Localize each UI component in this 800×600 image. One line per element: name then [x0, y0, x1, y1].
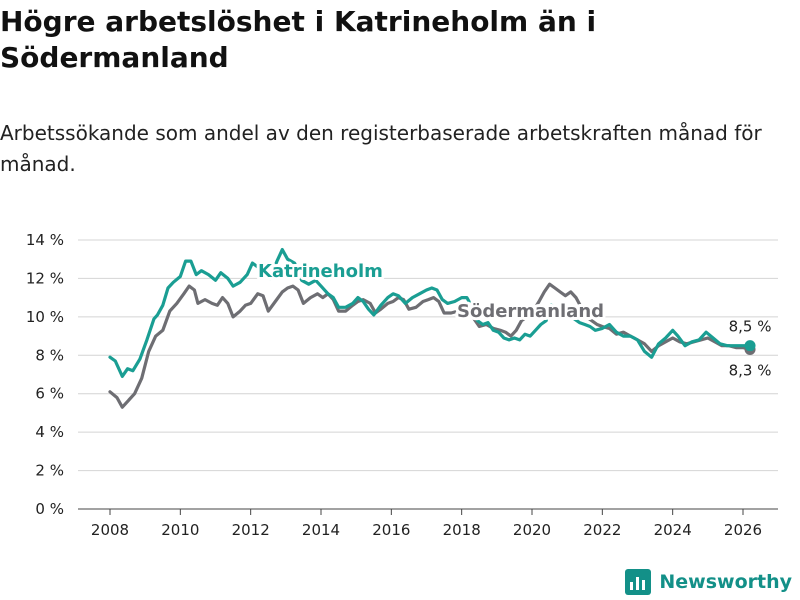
x-tick-label: 2024: [654, 521, 692, 539]
labels: SödermanlandSödermanlandKatrineholmKatri…: [255, 258, 772, 380]
series-line-katrineholm: [108, 248, 752, 378]
x-tick-label: 2016: [372, 521, 410, 539]
y-tick-label: 2 %: [35, 462, 64, 480]
x-tick-label: 2008: [91, 521, 129, 539]
y-tick-label: 6 %: [35, 385, 64, 403]
x-tick-label: 2020: [513, 521, 551, 539]
grid: [78, 239, 778, 510]
end-marker-katrineholm: [744, 340, 756, 352]
chart-title: Högre arbetslöshet i Katrineholm än i Sö…: [0, 5, 597, 74]
end-value-label-katrineholm: 8,5 %: [729, 318, 772, 336]
newsworthy-logo-icon: [625, 569, 652, 595]
brand-logo: Newsworthy: [625, 569, 792, 595]
y-tick-label: 10 %: [26, 308, 64, 326]
y-tick-label: 8 %: [35, 346, 64, 364]
end-value-label-sodermanland: 8,3 %: [729, 362, 772, 380]
x-tick-label: 2018: [443, 521, 481, 539]
x-axis: 2008 2010 2012 2014 2016 2018 2020 2022 2024 2026: [91, 509, 762, 539]
line-chart: 0 % 2 % 4 % 6 % 8 % 10 % 12 % 14 % 2008 2010 2012…: [26, 231, 778, 539]
chart-subtitle: Arbetssökande som andel av den registerb…: [0, 121, 762, 176]
x-tick-label: 2022: [583, 521, 621, 539]
series-line-sodermanland: [108, 282, 752, 409]
y-tick-label: 4 %: [35, 423, 64, 441]
series-label-halo: Katrineholm: [258, 261, 383, 282]
series-label-sodermanland: Södermanland: [457, 301, 604, 322]
x-tick-label: 2026: [724, 521, 762, 539]
x-tick-label: 2012: [232, 521, 270, 539]
brand-name: Newsworthy: [659, 571, 792, 593]
series: [108, 248, 756, 409]
x-tick-label: 2010: [161, 521, 199, 539]
x-tick-label: 2014: [302, 521, 340, 539]
series-label-halo: Södermanland: [457, 301, 604, 322]
y-axis: 0 % 2 % 4 % 6 % 8 % 10 % 12 % 14 %: [26, 231, 64, 518]
y-tick-label: 12 %: [26, 269, 64, 287]
y-tick-label: 0 %: [35, 500, 64, 518]
series-label-katrineholm: Katrineholm: [258, 261, 383, 282]
y-tick-label: 14 %: [26, 231, 64, 249]
